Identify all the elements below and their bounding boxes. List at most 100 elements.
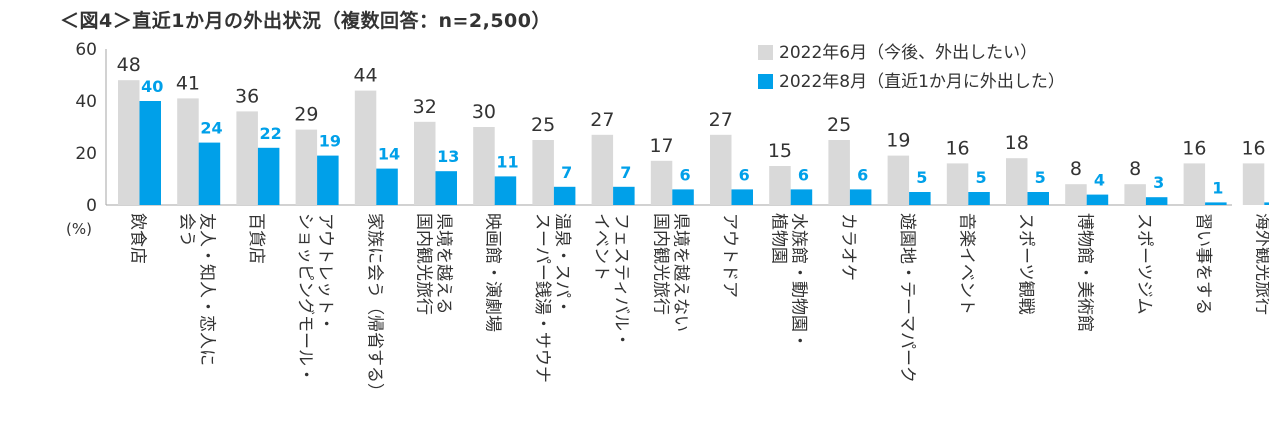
data-label-august-5: 13 — [437, 147, 459, 166]
bar-august-3 — [317, 155, 339, 205]
data-label-june-19: 16 — [1241, 137, 1265, 159]
data-label-august-15: 5 — [1035, 168, 1046, 187]
category-label-14-line-0: 音楽イベント — [956, 213, 976, 315]
bar-august-1 — [198, 142, 221, 205]
category-label-2-line-0: 百貨店 — [246, 213, 266, 264]
data-label-august-6: 11 — [496, 152, 518, 171]
data-label-june-11: 15 — [768, 140, 792, 162]
category-label-18-line-0: 習い事をする — [1193, 213, 1213, 315]
bar-june-2 — [236, 111, 258, 205]
category-label-11-line-0: 水族館・動物園・ — [789, 213, 809, 349]
data-label-june-8: 27 — [590, 109, 614, 131]
category-label-3-line-1: ショッピングモール・ — [295, 213, 315, 383]
data-label-august-16: 4 — [1094, 171, 1105, 190]
bar-june-8 — [591, 134, 614, 205]
data-label-august-9: 6 — [679, 165, 690, 184]
bar-june-0 — [118, 80, 140, 205]
bar-august-9 — [672, 189, 694, 205]
bar-august-8 — [613, 186, 635, 205]
category-label-8-line-1: イベント — [591, 213, 611, 281]
bar-august-16 — [1086, 194, 1109, 205]
data-label-august-10: 6 — [739, 165, 750, 184]
bar-june-11 — [769, 166, 791, 205]
y-tick-label-1: 20 — [75, 144, 97, 164]
data-label-june-3: 29 — [294, 104, 318, 126]
category-label-6-line-0: 映画館・演劇場 — [483, 213, 503, 332]
legend-label-august: 2022年8月（直近1か月に外出した） — [779, 72, 1065, 92]
category-label-11-line-1: 植物園 — [769, 213, 789, 264]
bar-august-7 — [553, 186, 576, 205]
bar-june-16 — [1065, 184, 1087, 205]
data-label-june-0: 48 — [117, 54, 141, 76]
data-label-june-5: 32 — [413, 96, 437, 118]
category-label-10-line-0: アウトドア — [720, 213, 740, 298]
bar-august-14 — [968, 192, 990, 205]
category-label-1-line-1: 会う — [177, 213, 197, 247]
legend-swatch-june — [758, 45, 773, 60]
data-label-june-16: 8 — [1070, 158, 1082, 180]
data-label-august-12: 6 — [857, 165, 868, 184]
bar-june-12 — [828, 140, 850, 205]
data-label-june-17: 8 — [1129, 158, 1141, 180]
category-label-16-line-0: 博物館・美術館 — [1075, 213, 1095, 332]
data-label-august-4: 14 — [378, 145, 400, 164]
category-label-19-line-0: 海外観光旅行 — [1252, 213, 1269, 315]
bar-june-4 — [354, 90, 377, 205]
bar-june-15 — [1006, 158, 1028, 205]
data-label-june-18: 16 — [1182, 137, 1206, 159]
data-label-june-9: 17 — [649, 135, 673, 157]
data-label-june-10: 27 — [709, 109, 733, 131]
bar-june-6 — [473, 127, 495, 205]
data-label-june-14: 16 — [945, 137, 969, 159]
data-label-august-11: 6 — [798, 165, 809, 184]
data-label-august-7: 7 — [561, 163, 572, 182]
bar-august-6 — [494, 176, 517, 205]
data-label-august-18: 1 — [1212, 178, 1223, 197]
category-label-4-line-0: 家族に会う（帰省する） — [364, 213, 384, 400]
bar-august-0 — [139, 101, 161, 205]
data-label-august-14: 5 — [975, 168, 986, 187]
category-label-15-line-0: スポーツ観戦 — [1016, 213, 1036, 315]
bar-june-7 — [532, 140, 554, 205]
legend-item-june: 2022年6月（今後、外出したい） — [758, 38, 1037, 63]
category-label-12-line-0: カラオケ — [838, 213, 858, 281]
bar-june-3 — [295, 129, 318, 205]
bar-august-17 — [1145, 197, 1168, 205]
bar-june-9 — [650, 160, 673, 205]
data-label-august-2: 22 — [260, 124, 282, 143]
category-label-17-line-0: スポーツジム — [1134, 213, 1154, 315]
bar-august-12 — [849, 189, 872, 205]
bar-june-18 — [1183, 163, 1206, 205]
category-label-9-line-0: 県境を越えない — [670, 213, 690, 332]
bar-august-18 — [1205, 202, 1227, 205]
data-label-june-2: 36 — [235, 85, 259, 107]
bar-august-19 — [1264, 202, 1269, 205]
data-label-august-0: 40 — [141, 77, 163, 96]
category-label-7-line-0: 温泉・スパ・ — [552, 213, 572, 315]
bar-june-1 — [177, 98, 199, 205]
category-label-0-line-0: 飲食店 — [128, 213, 148, 264]
bar-august-13 — [909, 192, 931, 205]
bar-august-11 — [790, 189, 813, 205]
bar-august-15 — [1027, 192, 1049, 205]
chart-title: ＜図4＞直近1か月の外出状況（複数回答：n=2,500） — [60, 10, 551, 32]
data-label-june-12: 25 — [827, 114, 851, 136]
category-label-5-line-0: 県境を越える — [434, 213, 454, 315]
bar-june-13 — [887, 155, 910, 205]
legend-label-june: 2022年6月（今後、外出したい） — [779, 43, 1038, 63]
data-label-june-7: 25 — [531, 114, 555, 136]
bar-august-4 — [376, 168, 398, 205]
category-label-5-line-1: 国内観光旅行 — [414, 213, 434, 315]
category-label-7-line-1: スーパー銭湯・サウナ — [532, 213, 552, 383]
data-label-june-13: 19 — [886, 130, 910, 152]
data-label-august-3: 19 — [319, 132, 341, 151]
category-label-3-line-0: アウトレット・ — [315, 213, 335, 332]
y-axis-unit-label: (%) — [66, 220, 92, 238]
bar-june-17 — [1124, 184, 1146, 205]
bar-june-10 — [710, 134, 732, 205]
data-label-june-15: 18 — [1005, 132, 1029, 154]
data-label-june-1: 41 — [176, 72, 200, 94]
category-label-13-line-0: 遊園地・テーマパーク — [897, 213, 917, 383]
bar-june-19 — [1242, 163, 1265, 205]
bar-august-2 — [257, 147, 280, 205]
